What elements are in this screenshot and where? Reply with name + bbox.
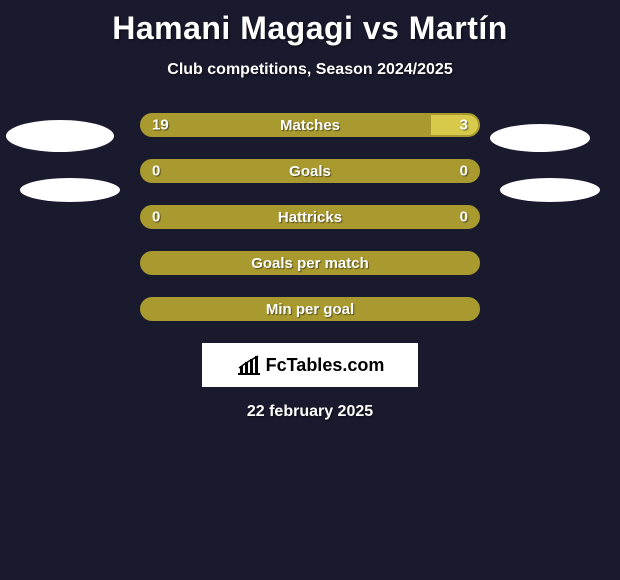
stat-bar: Goals0 0 <box>140 159 480 183</box>
subtitle: Club competitions, Season 2024/2025 <box>0 61 620 79</box>
stat-row: Hattricks0 0 <box>0 205 620 229</box>
logo-box: FcTables.com <box>202 343 418 387</box>
stat-bar: Min per goal <box>140 297 480 321</box>
stat-value-right: 0 <box>460 209 468 226</box>
stat-value-right: 0 <box>460 163 468 180</box>
stat-label: Matches <box>142 115 478 135</box>
stat-label: Goals <box>142 161 478 181</box>
stat-label: Min per goal <box>142 299 478 319</box>
stat-value-left: 0 <box>152 209 160 226</box>
logo-text: FcTables.com <box>266 355 385 376</box>
stat-rows: Matches193Goals00Hattricks00Goals per ma… <box>0 113 620 321</box>
stat-row: Goals per match <box>0 251 620 275</box>
stat-row: Goals0 0 <box>0 159 620 183</box>
stat-label: Hattricks <box>142 207 478 227</box>
stat-value-left: 19 <box>152 117 169 134</box>
stat-value-left: 0 <box>152 163 160 180</box>
stat-label: Goals per match <box>142 253 478 273</box>
page-title: Hamani Magagi vs Martín <box>0 0 620 47</box>
stat-bar: Matches19 3 <box>140 113 480 137</box>
stat-bar: Goals per match <box>140 251 480 275</box>
stat-bar: Hattricks0 0 <box>140 205 480 229</box>
stat-row: Min per goal <box>0 297 620 321</box>
stat-row: Matches19 3 <box>0 113 620 137</box>
date-label: 22 february 2025 <box>0 403 620 421</box>
stat-value-right: 3 <box>460 117 468 134</box>
chart-icon <box>236 354 262 376</box>
